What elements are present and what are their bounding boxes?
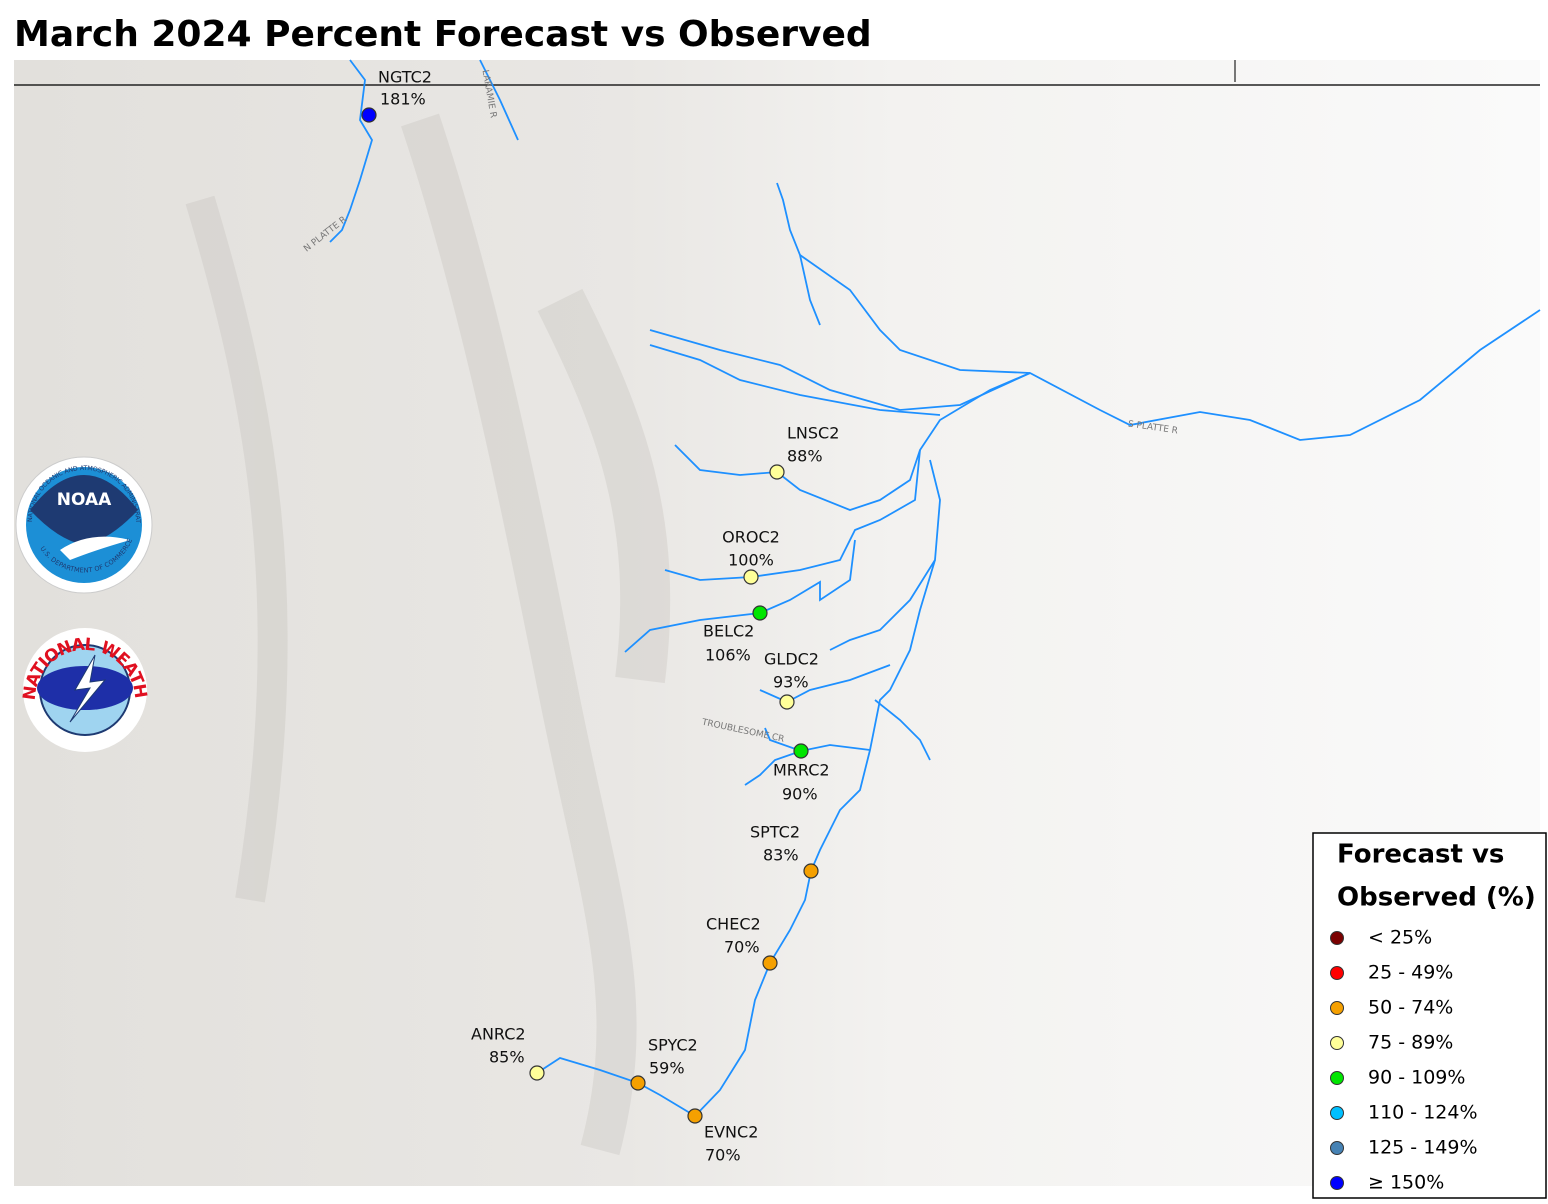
station-id: OROC2 <box>722 528 780 547</box>
legend-swatch <box>1330 1036 1344 1050</box>
station-id: BELC2 <box>703 622 754 641</box>
station-id: NGTC2 <box>378 68 432 87</box>
station-id: CHEC2 <box>706 915 761 934</box>
station-percent: 93% <box>773 673 809 692</box>
legend-swatch <box>1330 1106 1344 1120</box>
station-marker <box>630 1075 646 1091</box>
station-percent: 88% <box>787 447 823 466</box>
station-id: GLDC2 <box>764 650 819 669</box>
station-percent: 70% <box>705 1146 741 1165</box>
station-id: EVNC2 <box>704 1123 758 1142</box>
station-percent: 100% <box>728 551 774 570</box>
legend-label: 90 - 109% <box>1368 1067 1465 1089</box>
station-marker <box>793 743 809 759</box>
station-percent: 90% <box>782 785 818 804</box>
station-marker <box>361 107 377 123</box>
station-id: SPYC2 <box>648 1036 698 1055</box>
station-percent: 59% <box>649 1059 685 1078</box>
station-percent: 85% <box>489 1048 525 1067</box>
legend-swatch <box>1330 1001 1344 1015</box>
legend-items: < 25% 25 - 49% 50 - 74% 75 - 89% 90 - 109% 11… <box>1330 927 1478 1194</box>
relief <box>185 113 671 1156</box>
station-marker <box>529 1065 545 1081</box>
station-id: MRRC2 <box>773 761 830 780</box>
noaa-wing <box>60 536 130 560</box>
legend-label: 25 - 49% <box>1368 962 1453 984</box>
legend-swatch <box>1330 931 1344 945</box>
legend-label: 75 - 89% <box>1368 1032 1453 1054</box>
legend-swatch <box>1330 1176 1344 1190</box>
stations: NGTC2 181% LNSC2 88% OROC2 100% BELC2 106% GLDC2… <box>361 68 839 1165</box>
legend-title: Observed (%) <box>1337 883 1536 913</box>
legend-label: 110 - 124% <box>1368 1102 1478 1124</box>
station-marker <box>687 1108 703 1124</box>
station-marker <box>743 569 759 585</box>
station-percent: 181% <box>380 90 426 109</box>
station-id: ANRC2 <box>471 1025 526 1044</box>
station-marker <box>779 694 795 710</box>
legend-label: 50 - 74% <box>1368 997 1453 1019</box>
noaa-text: NOAA <box>57 490 112 510</box>
noaa-bird <box>30 475 138 545</box>
station-marker <box>762 955 778 971</box>
legend-swatch <box>1330 966 1344 980</box>
legend-title: Forecast vs <box>1337 840 1504 870</box>
station-percent: 106% <box>705 646 751 665</box>
title: March 2024 Percent Forecast vs Observed <box>14 14 872 55</box>
station-id: SPTC2 <box>750 823 800 842</box>
legend-label: 125 - 149% <box>1368 1137 1478 1159</box>
legend-label: ≥ 150% <box>1368 1172 1444 1194</box>
station-marker <box>803 863 819 879</box>
nws-bolt <box>69 654 107 723</box>
legend-box <box>1312 832 1547 1199</box>
station-marker <box>752 605 768 621</box>
station-percent: 83% <box>763 846 799 865</box>
station-percent: 70% <box>724 938 760 957</box>
station-marker <box>769 464 785 480</box>
rivers <box>329 59 1541 1118</box>
legend-label: < 25% <box>1368 927 1432 949</box>
legend-swatch <box>1330 1071 1344 1085</box>
station-id: LNSC2 <box>787 424 839 443</box>
legend-swatch <box>1330 1141 1344 1155</box>
terrain <box>14 60 1540 1186</box>
